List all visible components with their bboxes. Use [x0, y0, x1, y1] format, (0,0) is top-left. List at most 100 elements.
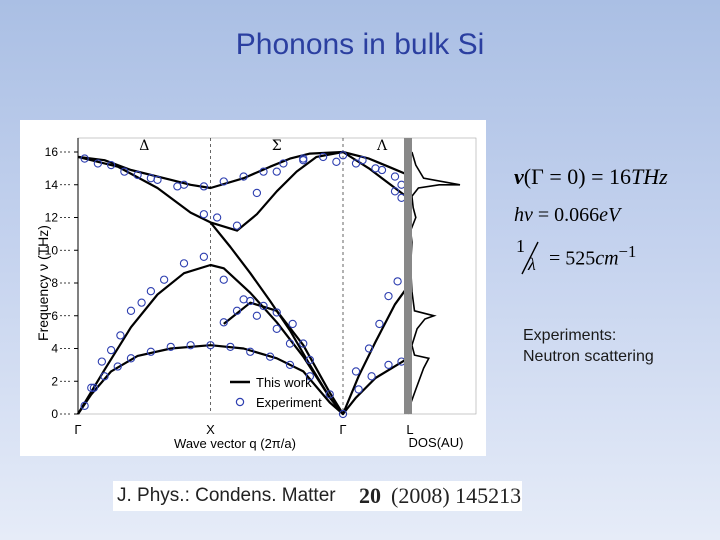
experiment-point: [89, 383, 99, 392]
fraction-slash-icon: [521, 241, 539, 275]
note-line-1: Experiments:: [523, 327, 617, 344]
direction-label: Δ: [139, 138, 149, 154]
experiment-point: [384, 291, 393, 301]
experiment-point: [137, 298, 146, 307]
experiment-point: [351, 367, 361, 376]
experiment-point: [384, 360, 393, 370]
ref-rest: (2008) 145213: [391, 483, 522, 508]
experiment-point: [126, 354, 136, 363]
experiment-point: [272, 324, 281, 333]
experiment-point: [259, 167, 268, 176]
experiment-point: [219, 177, 228, 186]
experiment-point: [332, 157, 341, 166]
experiment-point: [133, 170, 142, 180]
y-tick-label: 10: [45, 243, 59, 257]
eq3-den: λ: [528, 254, 536, 274]
x-axis-label: Wave vector q (2π/a): [174, 436, 296, 451]
dispersion-plot: 0 2 4 6 8 10 12 14 16 Frequency ν (THz) Wave vecto…: [20, 120, 486, 456]
experiment-point: [87, 383, 96, 392]
dos-curve: [407, 151, 461, 415]
experiment-point: [393, 277, 402, 286]
direction-label: Σ: [272, 138, 282, 154]
dos-panel: [407, 151, 461, 415]
eq3-exp: −1: [618, 241, 637, 261]
eq1-lhs: ν: [514, 164, 524, 189]
experiment-point: [239, 172, 248, 181]
dispersion-chart-svg: 0 2 4 6 8 10 12 14 16 Frequency ν (THz) Wave vecto…: [35, 137, 477, 451]
experiment-point: [265, 352, 275, 361]
point-label: Γ: [74, 422, 81, 437]
experiment-point: [146, 347, 156, 356]
y-tick-label: 6: [51, 309, 58, 323]
eq3-num: 1: [516, 236, 525, 256]
journal-reference: J. Phys.: Condens. Matter 20 (2008) 1452…: [113, 481, 522, 511]
experiment-point: [206, 341, 215, 350]
ref-journal: J. Phys.: Condens. Matter: [117, 485, 336, 506]
experiment-point: [367, 372, 376, 381]
l-point-bar: [404, 138, 412, 414]
experiment-point: [305, 355, 315, 365]
equation-wavenumber: 1 λ = 525cm−1: [514, 236, 637, 280]
slide-title: Phonons in bulk Si: [235, 28, 485, 61]
experiment-point: [338, 409, 348, 419]
experiment-point: [305, 372, 315, 381]
experiment-point: [252, 311, 262, 320]
eq2-unit: eV: [599, 204, 621, 226]
experiment-point: [351, 159, 361, 168]
dos-label: DOS(AU): [409, 435, 464, 450]
experiment-point: [375, 319, 384, 329]
experiment-point: [199, 252, 209, 261]
y-tick-label: 2: [51, 374, 58, 388]
experiment-point: [390, 187, 400, 196]
experiment-point: [120, 167, 129, 176]
experiment-point: [219, 318, 228, 327]
equation-frequency: ν(Γ = 0) = 16THz: [514, 164, 668, 190]
experiment-point: [325, 390, 334, 399]
experiment-point: [390, 172, 400, 181]
experiment-point: [285, 360, 295, 370]
experiment-point: [272, 308, 281, 317]
eq1-paren-close: ): [578, 164, 586, 189]
experiment-point: [358, 156, 367, 165]
theory-branch-2: [223, 301, 344, 415]
experiment-point: [272, 167, 281, 176]
experiment-point: [364, 344, 374, 353]
note-line-2: Neutron scattering: [523, 348, 654, 365]
point-label: L: [406, 422, 413, 437]
experiment-point: [232, 221, 242, 230]
experiment-point: [97, 357, 106, 366]
direction-label: Λ: [376, 138, 388, 154]
experiment-point: [279, 159, 288, 168]
y-tick-label: 16: [45, 145, 59, 159]
y-tick-label: 4: [51, 342, 58, 356]
theory-branch-0: [77, 344, 409, 416]
experiment-point: [126, 306, 136, 315]
experiment-point: [106, 345, 116, 355]
experiment-point: [212, 213, 222, 222]
experiment-point: [299, 339, 308, 348]
experiment-point: [226, 342, 235, 352]
experiment-point: [100, 372, 109, 381]
experiment-point: [146, 287, 156, 296]
theory-branch-3: [77, 150, 409, 199]
experiment-point: [173, 182, 182, 191]
experiment-point: [166, 342, 175, 352]
point-label: Γ: [339, 422, 346, 437]
experiment-point: [232, 306, 242, 315]
experiment-point: [246, 296, 255, 306]
experiment-point: [288, 319, 297, 329]
experiment-point: [246, 347, 255, 356]
experiment-point: [371, 164, 380, 173]
experiment-point: [179, 259, 189, 268]
experiment-point: [285, 339, 295, 348]
theory-branch-4: [77, 150, 409, 232]
experiment-point: [338, 151, 348, 160]
experiment-point: [186, 341, 195, 350]
eq3-fraction: 1 λ: [514, 236, 544, 280]
y-tick-label: 12: [45, 211, 59, 225]
y-axis-label: Frequency ν (THz): [35, 225, 51, 341]
experiment-point: [354, 385, 363, 394]
experiment-point: [259, 301, 268, 311]
experiment-point: [106, 160, 116, 170]
y-tick-label: 14: [45, 178, 59, 192]
